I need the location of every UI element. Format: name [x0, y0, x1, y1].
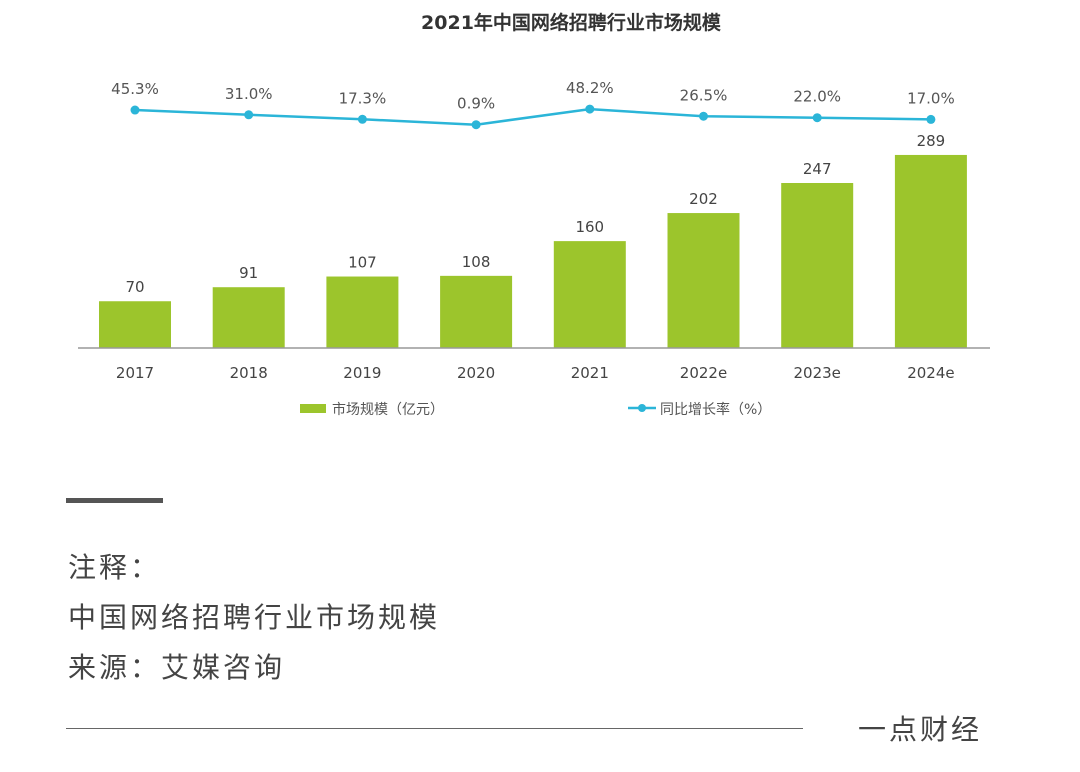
chart: 2021年中国网络招聘行业市场规模 70 91 107 108 160 202 247 289…	[78, 11, 990, 418]
x-tick-label: 2024e	[907, 364, 954, 382]
x-tick-label: 2019	[343, 364, 381, 382]
bar-2023e	[781, 183, 854, 348]
x-tick-label: 2021	[571, 364, 609, 382]
legend-line-label: 同比增长率（%）	[660, 401, 771, 418]
legend-bar-label: 市场规模（亿元）	[332, 401, 444, 418]
bar-value-label: 202	[689, 190, 718, 208]
bar-2018	[212, 287, 285, 348]
x-tick-label: 2018	[230, 364, 268, 382]
growth-rate-label: 17.0%	[907, 89, 955, 107]
bar-value-label: 247	[803, 160, 832, 178]
brand-name: 一点财经	[858, 713, 983, 746]
bar-value-label: 160	[575, 218, 604, 236]
growth-rate-line	[134, 107, 931, 126]
legend: 市场规模（亿元） 同比增长率（%）	[300, 401, 771, 418]
growth-rate-label: 45.3%	[111, 80, 159, 98]
notes-heading: 注释：	[68, 551, 162, 584]
bar-2019	[326, 276, 399, 348]
bar-2020	[440, 275, 513, 348]
bar-2021	[553, 241, 626, 348]
footer-divider	[66, 728, 803, 729]
section-divider	[66, 498, 163, 503]
x-tick-label: 2020	[457, 364, 495, 382]
growth-rate-point	[357, 114, 367, 124]
legend-bar-swatch	[300, 404, 326, 413]
bar-value-label: 70	[125, 278, 144, 296]
bar-value-label: 107	[348, 254, 377, 272]
growth-rate-point	[471, 120, 481, 130]
bar-value-label: 91	[239, 264, 258, 282]
growth-rate-point	[699, 111, 708, 121]
x-tick-label: 2022e	[680, 364, 727, 382]
growth-rate-label: 17.3%	[339, 89, 387, 107]
chart-title: 2021年中国网络招聘行业市场规模	[421, 11, 722, 34]
growth-rate-label: 0.9%	[457, 95, 495, 113]
growth-rate-label: 22.0%	[793, 88, 841, 106]
bar-2024e	[894, 154, 967, 348]
bar-value-label: 108	[462, 253, 491, 271]
bar-2017	[99, 301, 171, 348]
x-tick-label: 2017	[116, 364, 154, 382]
notes-source: 来源：艾媒咨询	[68, 651, 286, 684]
growth-rate-point	[812, 113, 822, 123]
growth-rate-point	[130, 105, 140, 115]
legend-line-marker	[638, 404, 646, 412]
bar-2022e	[667, 213, 740, 348]
growth-rate-point	[926, 114, 936, 124]
growth-rate-point	[244, 110, 254, 120]
growth-rate-point	[585, 104, 595, 114]
bar-value-label: 289	[917, 132, 946, 150]
notes-text: 中国网络招聘行业市场规模	[68, 601, 441, 634]
growth-rate-label: 26.5%	[680, 86, 728, 104]
growth-rate-label: 48.2%	[566, 79, 614, 97]
x-tick-label: 2023e	[793, 364, 840, 382]
growth-rate-label: 31.0%	[225, 85, 273, 103]
